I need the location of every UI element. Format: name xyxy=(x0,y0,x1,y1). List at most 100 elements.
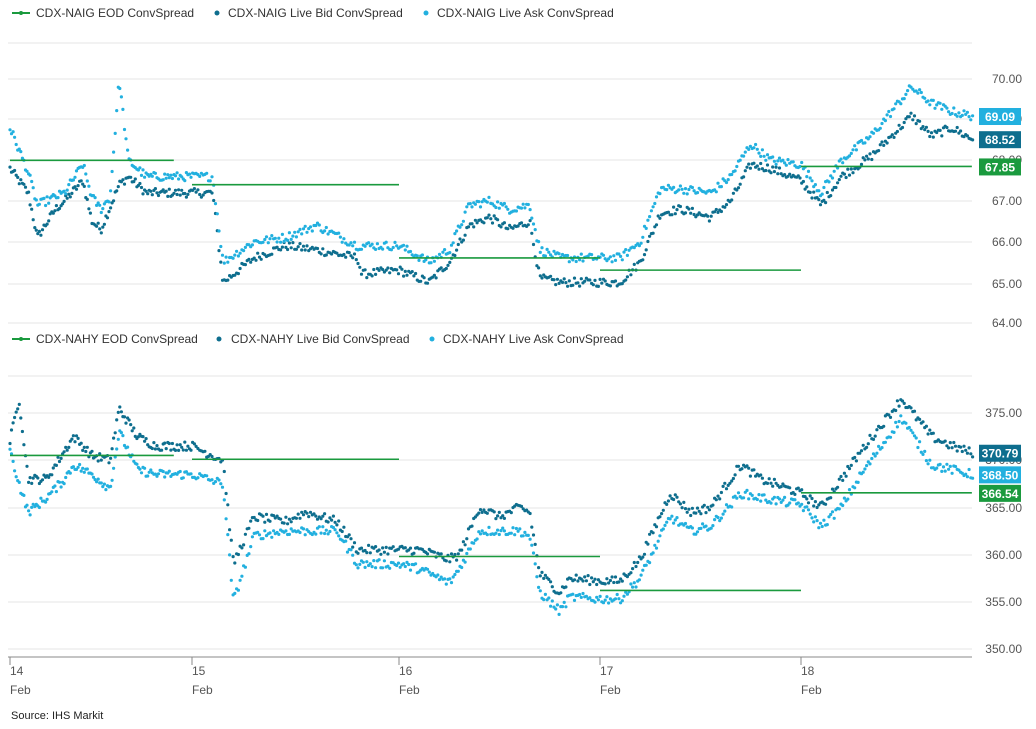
point-cdxnahy-bid-455 xyxy=(772,477,777,481)
point-cdxnaig-bid-511 xyxy=(868,152,872,156)
point-cdxnahy-bid-531 xyxy=(902,401,906,405)
point-cdxnahy-ask-234 xyxy=(395,563,399,568)
point-cdxnaig-bid-248 xyxy=(419,279,423,283)
point-cdxnaig-ask-261 xyxy=(441,250,445,254)
point-cdxnaig-ask-160 xyxy=(264,235,269,239)
point-cdxnahy-ask-142 xyxy=(233,591,237,596)
point-cdxnaig-bid-108 xyxy=(175,192,179,197)
point-cdxnaig-bid-312 xyxy=(528,219,532,223)
point-cdxnahy-bid-79 xyxy=(130,429,134,433)
point-cdxnahy-bid-276 xyxy=(466,527,471,531)
point-cdxnaig-ask-278 xyxy=(470,205,474,209)
point-cdxnahy-ask-201 xyxy=(337,534,341,538)
point-cdxnaig-bid-525 xyxy=(892,135,896,139)
point-cdxnahy-bid-447 xyxy=(759,473,763,477)
value-badge-cdxnaig-bid xyxy=(979,131,1021,149)
point-cdxnahy-ask-275 xyxy=(465,551,469,556)
point-cdxnaig-bid-379 xyxy=(642,253,647,257)
point-cdxnahy-ask-364 xyxy=(617,597,621,601)
point-cdxnahy-bid-252 xyxy=(425,552,430,556)
point-cdxnaig-bid-263 xyxy=(444,266,448,271)
point-cdxnaig-ask-560 xyxy=(952,106,956,110)
point-cdxnahy-ask-380 xyxy=(644,563,648,567)
point-cdxnahy-ask-121 xyxy=(196,476,200,480)
point-cdxnaig-bid-21 xyxy=(40,228,45,232)
point-cdxnahy-bid-265 xyxy=(448,560,452,564)
point-cdxnahy-bid-33 xyxy=(59,456,63,460)
point-cdxnaig-ask-247 xyxy=(417,258,421,262)
point-cdxnahy-ask-351 xyxy=(595,595,599,599)
point-cdxnahy-ask-195 xyxy=(326,532,330,536)
point-cdxnaig-bid-524 xyxy=(890,133,894,137)
point-cdxnaig-bid-5 xyxy=(16,175,20,179)
point-cdxnahy-ask-315 xyxy=(533,562,537,566)
point-cdxnahy-ask-146 xyxy=(240,574,244,578)
point-cdxnaig-bid-120 xyxy=(194,190,198,194)
point-cdxnahy-ask-66 xyxy=(110,478,114,482)
point-cdxnahy-bid-320 xyxy=(542,576,546,581)
point-cdxnahy-bid-53 xyxy=(90,449,94,453)
point-cdxnahy-ask-283 xyxy=(478,532,483,536)
point-cdxnahy-bid-293 xyxy=(496,514,500,518)
point-cdxnahy-bid-421 xyxy=(714,498,718,502)
point-cdxnahy-bid-239 xyxy=(403,546,407,550)
point-cdxnaig-bid-144 xyxy=(236,272,240,276)
point-cdxnahy-ask-512 xyxy=(870,456,874,461)
point-cdxnahy-ask-259 xyxy=(437,578,442,582)
point-cdxnaig-ask-11 xyxy=(25,169,29,173)
point-cdxnaig-bid-398 xyxy=(675,208,679,212)
legend-item-nahy-eod[interactable]: CDX-NAHY EOD ConvSpread xyxy=(12,332,198,346)
point-cdxnaig-bid-69 xyxy=(115,189,119,193)
point-cdxnaig-ask-178 xyxy=(296,230,300,234)
point-cdxnahy-ask-413 xyxy=(701,522,705,526)
legend-item-nahy-ask[interactable]: CDX-NAHY Live Ask ConvSpread xyxy=(429,332,624,346)
point-cdxnaig-bid-133 xyxy=(217,249,221,253)
point-cdxnahy-ask-320 xyxy=(542,598,546,602)
point-cdxnaig-bid-552 xyxy=(938,128,942,132)
point-cdxnahy-ask-151 xyxy=(249,545,253,549)
point-cdxnahy-ask-420 xyxy=(713,518,717,522)
point-cdxnahy-bid-514 xyxy=(873,434,877,438)
point-cdxnahy-bid-77 xyxy=(127,418,131,422)
point-cdxnaig-ask-529 xyxy=(899,102,903,106)
point-cdxnaig-bid-85 xyxy=(139,185,144,190)
point-cdxnaig-bid-29 xyxy=(53,209,57,213)
legend-item-naig-ask[interactable]: CDX-NAIG Live Ask ConvSpread xyxy=(423,6,614,20)
y-tick-label-cdxnaig-6: 70.00 xyxy=(992,72,1022,86)
point-cdxnahy-bid-42 xyxy=(73,440,77,444)
point-cdxnaig-bid-70 xyxy=(116,185,120,189)
legend-item-naig-eod[interactable]: CDX-NAIG EOD ConvSpread xyxy=(12,6,194,20)
legend-item-nahy-bid[interactable]: CDX-NAHY Live Bid ConvSpread xyxy=(216,332,410,346)
point-cdxnaig-bid-157 xyxy=(259,257,263,261)
point-cdxnaig-bid-498 xyxy=(846,167,850,171)
point-cdxnahy-bid-37 xyxy=(65,448,69,452)
point-cdxnaig-bid-384 xyxy=(651,231,655,235)
point-cdxnahy-bid-278 xyxy=(470,524,474,528)
point-cdxnahy-ask-567 xyxy=(964,472,968,476)
point-cdxnaig-ask-117 xyxy=(189,175,193,179)
point-cdxnaig-ask-319 xyxy=(540,246,544,250)
point-cdxnaig-bid-496 xyxy=(842,172,847,176)
point-cdxnaig-bid-543 xyxy=(923,128,927,132)
point-cdxnahy-ask-150 xyxy=(247,552,251,556)
point-cdxnaig-ask-256 xyxy=(432,259,436,263)
point-cdxnaig-ask-479 xyxy=(813,183,818,187)
point-cdxnaig-bid-356 xyxy=(603,279,607,283)
point-cdxnahy-ask-196 xyxy=(328,529,332,534)
point-cdxnaig-ask-366 xyxy=(620,258,624,262)
point-cdxnaig-bid-235 xyxy=(396,272,401,276)
point-cdxnahy-ask-268 xyxy=(453,572,457,577)
point-cdxnahy-bid-528 xyxy=(897,404,901,408)
point-cdxnahy-ask-490 xyxy=(832,516,836,520)
point-cdxnaig-ask-304 xyxy=(514,209,519,213)
point-cdxnaig-bid-156 xyxy=(257,255,262,259)
point-cdxnaig-ask-162 xyxy=(268,237,272,241)
legend-item-naig-bid[interactable]: CDX-NAIG Live Bid ConvSpread xyxy=(214,6,403,20)
point-cdxnahy-ask-41 xyxy=(71,465,75,469)
point-cdxnaig-bid-568 xyxy=(965,134,970,138)
point-cdxnahy-ask-430 xyxy=(730,505,734,509)
point-cdxnahy-bid-244 xyxy=(412,551,416,555)
point-cdxnaig-ask-490 xyxy=(832,169,836,173)
point-cdxnahy-ask-424 xyxy=(719,516,724,520)
point-cdxnahy-bid-207 xyxy=(347,533,351,537)
